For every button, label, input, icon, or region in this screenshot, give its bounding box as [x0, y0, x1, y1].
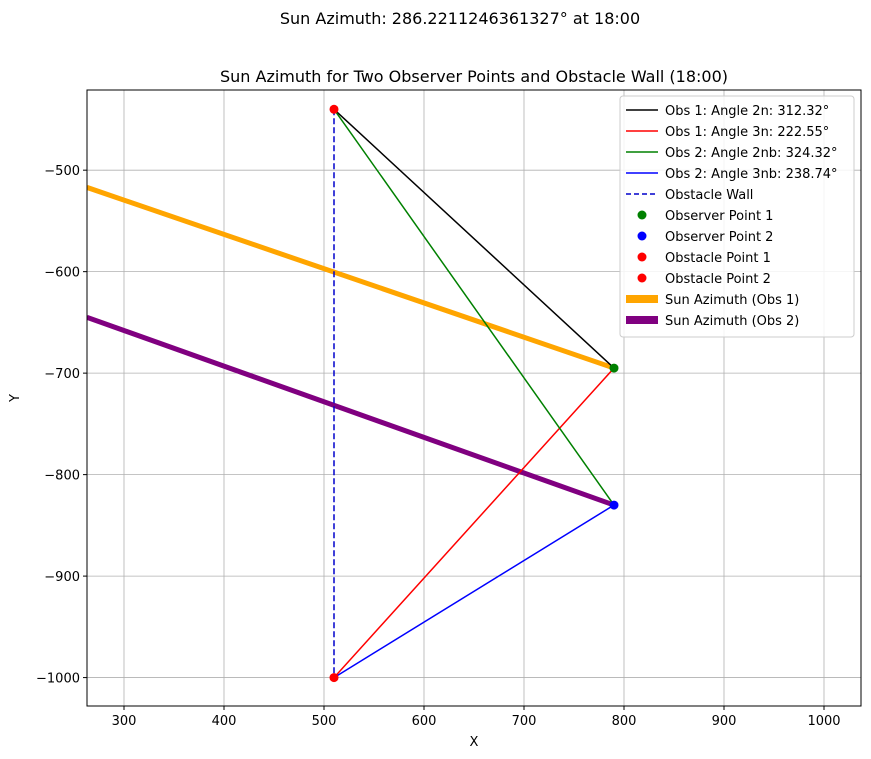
y-tick-label: −600: [44, 266, 80, 281]
series-line: [333, 367, 615, 679]
legend-bar-swatch: [626, 295, 658, 303]
series-line: [333, 504, 615, 679]
point-marker: [329, 104, 339, 114]
series-line: [333, 108, 615, 506]
chart-suptitle: Sun Azimuth: 286.2211246361327° at 18:00: [280, 9, 640, 28]
axis-ticks: 300 400 500 600 700 800 900 1000 −500 −600 −700 −80…: [36, 164, 841, 729]
legend-dot-swatch: [637, 231, 647, 241]
legend-label: Sun Azimuth (Obs 1): [665, 293, 799, 308]
legend: Obs 1: Angle 2n: 312.32° Obs 1: Angle 3n:…: [619, 95, 855, 338]
legend-label: Obs 2: Angle 3nb: 238.74°: [665, 167, 838, 182]
legend-label: Observer Point 1: [665, 209, 773, 224]
series-line: [333, 108, 615, 369]
x-tick-label: 500: [312, 714, 337, 729]
y-axis-label: Y: [8, 394, 23, 403]
legend-label: Sun Azimuth (Obs 2): [665, 314, 799, 329]
x-tick-label: 900: [712, 714, 737, 729]
legend-dot-swatch: [637, 273, 647, 283]
legend-label: Obstacle Point 1: [665, 251, 771, 266]
legend-label: Observer Point 2: [665, 230, 773, 245]
legend-label: Obs 2: Angle 2nb: 324.32°: [665, 146, 838, 161]
y-tick-label: −800: [44, 469, 80, 484]
x-tick-label: 1000: [807, 714, 840, 729]
x-tick-label: 800: [612, 714, 637, 729]
legend-dot-swatch: [637, 210, 647, 220]
x-tick-label: 300: [112, 714, 137, 729]
legend-label: Obs 1: Angle 3n: 222.55°: [665, 125, 829, 140]
point-marker: [609, 363, 619, 373]
y-tick-label: −500: [44, 164, 80, 179]
chart-title: Sun Azimuth for Two Observer Points and …: [220, 67, 728, 86]
point-marker: [329, 673, 339, 683]
y-tick-label: −1000: [36, 672, 80, 687]
x-axis-label: X: [470, 735, 479, 750]
legend-box: [619, 95, 855, 338]
point-marker: [609, 500, 619, 510]
x-tick-label: 700: [512, 714, 537, 729]
y-tick-label: −700: [44, 367, 80, 382]
x-tick-label: 400: [212, 714, 237, 729]
sun-azimuth-line: [87, 314, 615, 508]
plot-area: [87, 104, 619, 683]
sun-azimuth-line: [87, 185, 615, 371]
x-tick-label: 600: [412, 714, 437, 729]
legend-dot-swatch: [637, 252, 647, 262]
legend-label: Obs 1: Angle 2n: 312.32°: [665, 104, 829, 119]
legend-label: Obstacle Wall: [665, 188, 753, 203]
legend-label: Obstacle Point 2: [665, 272, 771, 287]
y-tick-label: −900: [44, 570, 80, 585]
legend-bar-swatch: [626, 316, 658, 324]
axes-frame: [86, 89, 862, 707]
